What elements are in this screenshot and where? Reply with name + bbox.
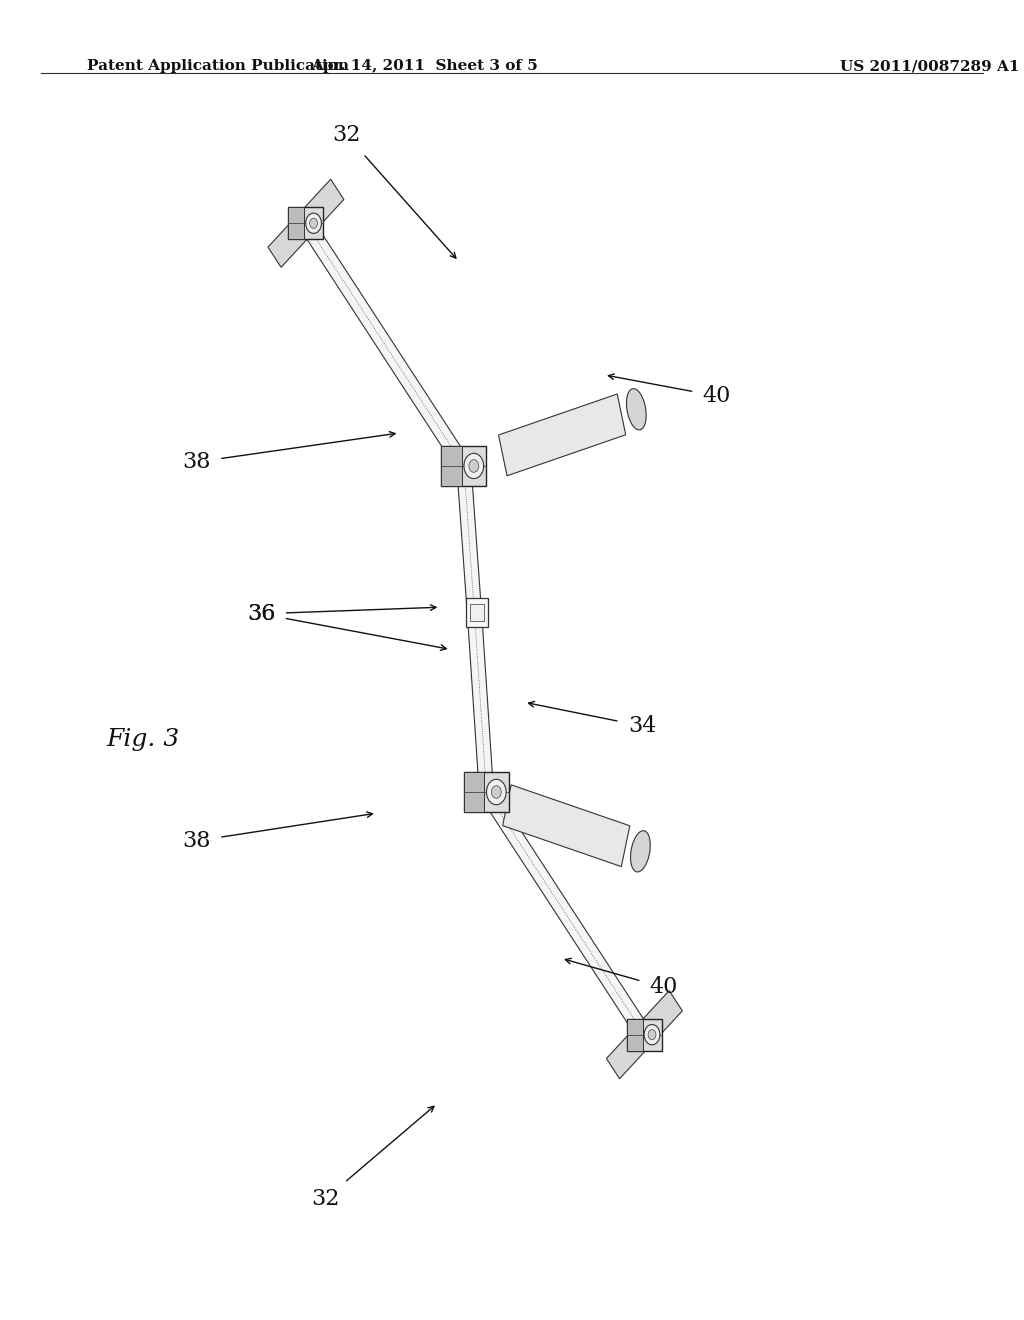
Text: 36: 36 xyxy=(247,603,275,624)
Text: US 2011/0087289 A1: US 2011/0087289 A1 xyxy=(840,59,1019,74)
FancyBboxPatch shape xyxy=(627,1019,662,1051)
Circle shape xyxy=(464,453,483,479)
Circle shape xyxy=(306,213,322,234)
Circle shape xyxy=(469,459,478,473)
Text: 40: 40 xyxy=(649,977,678,998)
FancyBboxPatch shape xyxy=(441,446,486,486)
Text: 34: 34 xyxy=(628,715,656,737)
Text: 40: 40 xyxy=(702,385,731,407)
FancyBboxPatch shape xyxy=(464,772,509,812)
Polygon shape xyxy=(481,787,650,1040)
Polygon shape xyxy=(606,990,682,1078)
Text: 36: 36 xyxy=(247,603,275,624)
Text: Apr. 14, 2011  Sheet 3 of 5: Apr. 14, 2011 Sheet 3 of 5 xyxy=(311,59,539,74)
Circle shape xyxy=(644,1024,659,1045)
Polygon shape xyxy=(457,465,482,624)
FancyBboxPatch shape xyxy=(627,1019,643,1051)
Polygon shape xyxy=(499,393,626,475)
Polygon shape xyxy=(268,180,344,268)
FancyBboxPatch shape xyxy=(289,207,324,239)
Ellipse shape xyxy=(631,830,650,873)
Text: Fig. 3: Fig. 3 xyxy=(106,727,180,751)
Polygon shape xyxy=(503,785,630,867)
FancyBboxPatch shape xyxy=(441,446,462,486)
Polygon shape xyxy=(300,218,469,471)
FancyBboxPatch shape xyxy=(464,772,484,812)
Polygon shape xyxy=(468,622,494,793)
Text: 38: 38 xyxy=(182,830,211,851)
Bar xyxy=(466,598,488,627)
Text: 38: 38 xyxy=(182,451,211,473)
FancyBboxPatch shape xyxy=(289,207,304,239)
Circle shape xyxy=(309,218,317,228)
Bar xyxy=(470,603,484,622)
Text: Patent Application Publication: Patent Application Publication xyxy=(87,59,349,74)
Circle shape xyxy=(492,785,501,799)
Text: 32: 32 xyxy=(332,124,360,145)
Circle shape xyxy=(648,1030,656,1040)
Ellipse shape xyxy=(627,388,646,430)
Text: 32: 32 xyxy=(311,1188,340,1209)
Circle shape xyxy=(486,779,506,805)
